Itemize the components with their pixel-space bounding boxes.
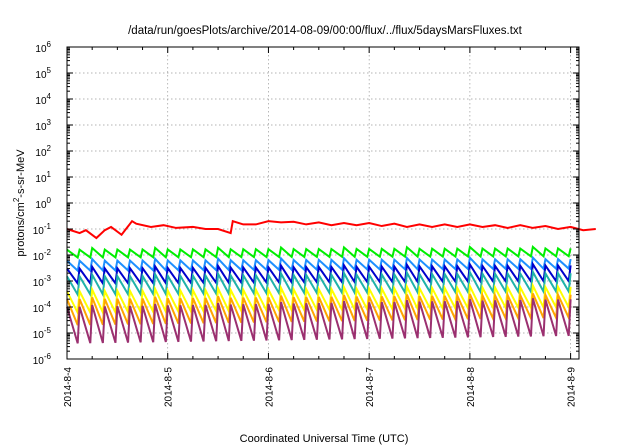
y-tick-label: 10-1 xyxy=(33,222,52,237)
chart-title: /data/run/goesPlots/archive/2014-08-09/0… xyxy=(128,25,523,37)
data-series xyxy=(66,219,596,344)
y-tick-label: 102 xyxy=(35,144,51,159)
y-tick-label: 106 xyxy=(35,40,51,55)
series-line-5 xyxy=(66,268,572,298)
y-tick-label: 105 xyxy=(35,66,51,81)
series-line-2 xyxy=(66,245,572,260)
y-tick-label: 101 xyxy=(35,170,51,185)
x-tick-labels: 2014-8-4 2014-8-5 2014-8-6 2014-8-7 2014-8-8… xyxy=(63,367,578,407)
axis-ticks xyxy=(66,46,579,360)
x-tick-label: 2014-8-5 xyxy=(164,367,175,407)
y-tick-labels: 10-6 10-5 10-4 10-3 10-2 10-1 100 101 102 103 104 1… xyxy=(33,40,52,367)
x-tick-label: 2014-8-7 xyxy=(365,367,376,407)
y-tick-label: 104 xyxy=(35,92,51,107)
y-tick-label: 10-6 xyxy=(33,352,52,367)
y-tick-label: 103 xyxy=(35,118,51,133)
series-line-3 xyxy=(66,255,572,273)
y-tick-label: 10-4 xyxy=(33,300,52,315)
x-axis-label: Coordinated Universal Time (UTC) xyxy=(240,433,409,445)
x-tick-label: 2014-8-6 xyxy=(264,367,275,407)
y-tick-label: 100 xyxy=(35,196,51,211)
y-tick-label: 10-5 xyxy=(33,326,52,341)
x-tick-label: 2014-8-4 xyxy=(63,367,74,407)
x-tick-label: 2014-8-9 xyxy=(567,367,578,407)
x-tick-label: 2014-8-8 xyxy=(466,367,477,407)
y-tick-label: 10-2 xyxy=(33,248,52,263)
series-line-8 xyxy=(66,298,572,344)
y-axis-label: protons/cm2-s-sr-MeV xyxy=(12,149,27,257)
y-tick-label: 10-3 xyxy=(33,274,52,289)
series-line-1 xyxy=(66,219,596,240)
